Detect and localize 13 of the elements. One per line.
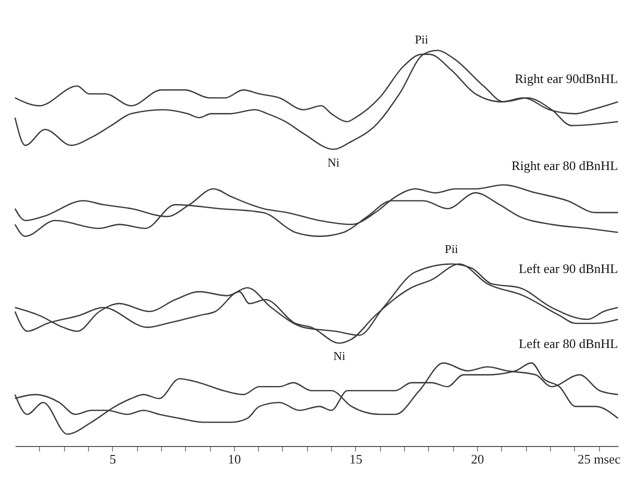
x-tick-label: 15 [349,452,362,466]
annotation: Pii [444,242,459,256]
x-tick-label: 25 msec [578,452,621,466]
series-label: Left ear 80 dBnHL [518,336,618,351]
x-tick-label: 5 [110,452,116,466]
series-label: Left ear 90 dBnHL [518,260,618,276]
x-tick-label: 10 [228,452,241,466]
series-label: Right ear 80 dBnHL [511,158,618,173]
annotation: Pii [414,32,429,46]
series-label: Right ear 90dBnHL [514,70,618,86]
annotation: Ni [328,155,340,170]
annotation: Ni [333,349,346,364]
x-tick-label: 20 [470,452,484,466]
